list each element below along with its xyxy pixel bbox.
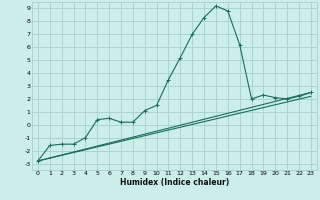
X-axis label: Humidex (Indice chaleur): Humidex (Indice chaleur) <box>120 178 229 187</box>
